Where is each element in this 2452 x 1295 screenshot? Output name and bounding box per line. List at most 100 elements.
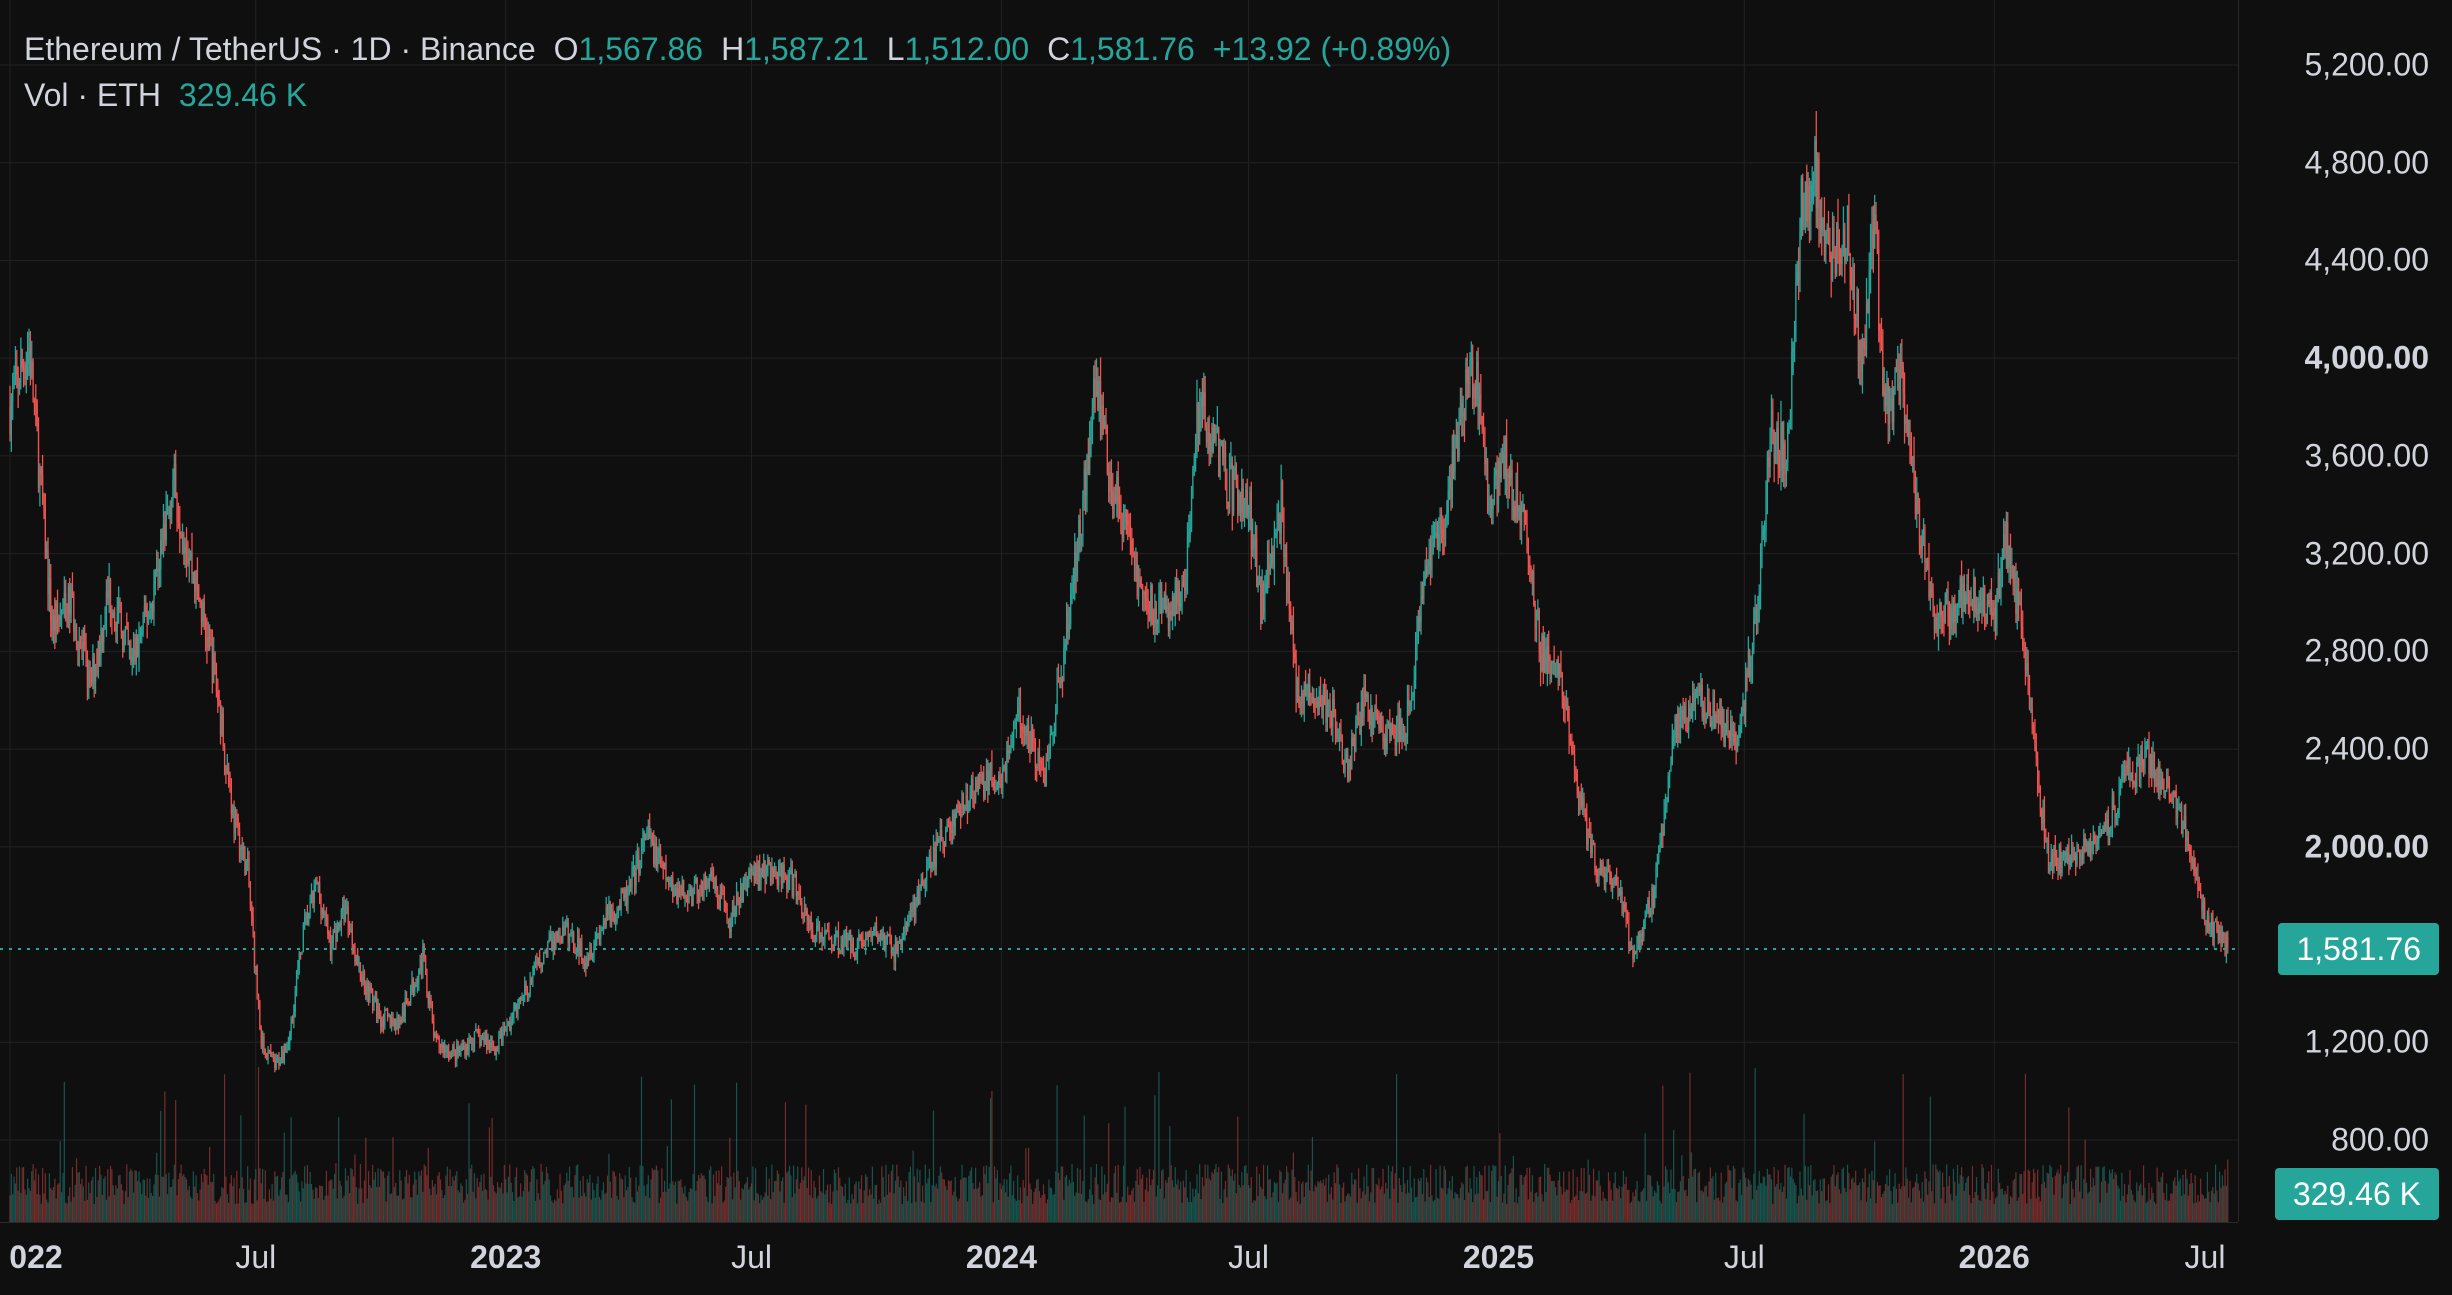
volume-bar [2195, 1202, 2198, 1222]
volume-bar [513, 1201, 515, 1222]
candle-body [1491, 498, 1493, 511]
volume-bar [1766, 1168, 1768, 1222]
price-chart[interactable] [0, 0, 2238, 1222]
volume-bar [744, 1184, 746, 1222]
candle-body [1252, 534, 1254, 551]
volume-bar [1720, 1172, 1722, 1222]
volume-bar [1287, 1172, 1289, 1222]
volume-bar [348, 1193, 351, 1222]
volume-bar [1313, 1191, 1315, 1222]
chart-area[interactable]: Ethereum / TetherUS · 1D · Binance O 1,56… [0, 0, 2238, 1222]
candle-body [1359, 719, 1361, 734]
volume-bar [1817, 1190, 1819, 1222]
candle-body [1732, 732, 1735, 737]
volume-bar [676, 1203, 678, 1222]
candle-body [118, 600, 120, 607]
candle-body [1298, 677, 1300, 703]
candle-body [1700, 685, 1702, 694]
candle-body [173, 463, 175, 481]
volume-bar [863, 1190, 865, 1222]
candle-body [1101, 404, 1103, 435]
volume-bar [1128, 1195, 1130, 1222]
volume-bar [1887, 1185, 1889, 1222]
candle-body [1142, 588, 1144, 594]
symbol-title[interactable]: Ethereum / TetherUS · 1D · Binance [24, 31, 536, 67]
volume-bar [1129, 1194, 1132, 1222]
candle-body [1055, 710, 1057, 732]
candle-body [867, 931, 869, 938]
volume-bar [367, 1171, 370, 1222]
candle-body [1910, 445, 1912, 460]
candle-body [1489, 498, 1491, 500]
candle-body [1768, 456, 1770, 467]
volume-bar [1617, 1189, 1619, 1222]
volume-bar [920, 1201, 922, 1222]
volume-bar [1415, 1197, 1417, 1222]
volume-bar [1250, 1177, 1252, 1222]
candle-body [1209, 441, 1212, 451]
candle-body [640, 846, 643, 867]
volume-bar [2197, 1194, 2199, 1222]
candle-body [1918, 505, 1921, 546]
volume-bar [252, 1203, 254, 1222]
candle-body [673, 888, 675, 897]
candle-body [1865, 302, 1868, 349]
volume-label[interactable]: Vol · ETH [24, 77, 161, 113]
volume-bar [1496, 1196, 1498, 1222]
volume-bar [1056, 1085, 1058, 1222]
volume-bar [281, 1177, 283, 1222]
volume-bar [1429, 1164, 1432, 1222]
volume-bar [1978, 1200, 1980, 1222]
volume-bar [361, 1188, 363, 1222]
volume-bar [2133, 1200, 2135, 1222]
volume-bar [465, 1179, 467, 1222]
volume-bar [1890, 1190, 1892, 1222]
volume-bar [638, 1185, 640, 1222]
volume-bar [2171, 1193, 2173, 1222]
volume-bar [430, 1194, 432, 1222]
candle-body [911, 910, 913, 912]
price-scale[interactable]: 5,200.00 4,800.00 4,400.00 4,000.00 3,600.00… [2238, 0, 2452, 1222]
candle-body [832, 944, 834, 950]
volume-bar [1218, 1167, 1220, 1222]
candle-body [290, 1019, 292, 1034]
volume-bar [1999, 1182, 2001, 1222]
candle-body [946, 824, 948, 832]
candle-body [1831, 228, 1834, 281]
volume-bar [132, 1192, 135, 1222]
volume-bar [1086, 1202, 1088, 1222]
volume-bar [438, 1172, 440, 1222]
volume-bar [1444, 1169, 1447, 1222]
candle-body [35, 404, 37, 406]
time-scale[interactable]: 022 Jul 2023 Jul 2024 Jul 2025 Jul 2026 Jul [0, 1222, 2238, 1295]
volume-bar [1620, 1198, 1622, 1222]
volume-bar [381, 1171, 383, 1222]
volume-bar [1721, 1202, 1724, 1222]
volume-bar [2114, 1172, 2116, 1222]
candle-body [957, 804, 959, 812]
candle-body [1587, 829, 1589, 845]
candle-body [970, 779, 973, 792]
candle-body [975, 780, 977, 800]
volume-bar [1097, 1184, 1099, 1222]
candle-body [1632, 945, 1634, 959]
volume-bar [862, 1203, 864, 1222]
candle-body [1041, 764, 1043, 766]
volume-bar [1467, 1192, 1470, 1222]
candle-body [1003, 764, 1005, 768]
volume-bar [1060, 1166, 1062, 1222]
volume-bar [2148, 1182, 2150, 1222]
volume-bar [1776, 1184, 1778, 1222]
volume-bar [1761, 1183, 1763, 1222]
candle-body [1730, 723, 1732, 741]
candle-body [270, 1050, 272, 1057]
volume-bar [668, 1188, 670, 1222]
volume-bar [721, 1166, 723, 1222]
candle-body [966, 795, 969, 813]
candle-body [153, 583, 155, 612]
candle-body [1150, 585, 1152, 620]
candle-body [1007, 750, 1009, 754]
candle-body [1015, 716, 1017, 725]
candle-body [99, 640, 101, 655]
candle-body [882, 933, 884, 940]
